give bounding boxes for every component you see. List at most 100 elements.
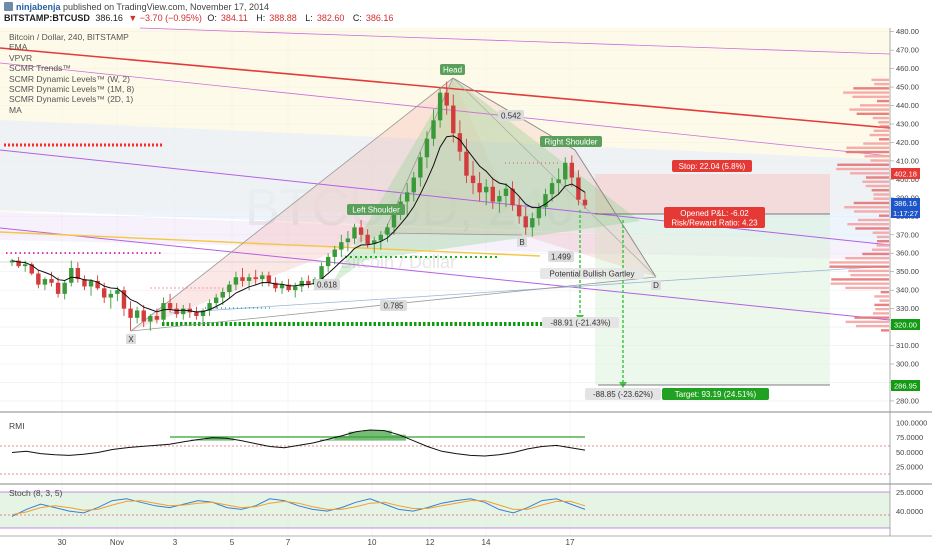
candle[interactable] [530,218,535,228]
candle[interactable] [385,227,390,235]
candle[interactable] [516,205,522,217]
left-shoulder-label[interactable]: Left Shoulder [347,204,405,215]
candle[interactable] [477,183,482,193]
candle[interactable] [431,120,436,139]
candle[interactable] [174,308,179,315]
candle[interactable] [490,186,495,202]
candle[interactable] [437,92,443,121]
legend-item[interactable]: VPVR [9,52,33,63]
candle[interactable] [372,240,377,244]
candle[interactable] [128,308,133,318]
legend-item[interactable]: Bitcoin / Dollar, 240, BITSTAMP [9,32,129,42]
legend-item[interactable]: SCMR Dynamic Levels™ (W, 2) [9,73,130,84]
candle[interactable] [549,183,555,195]
candle[interactable] [49,279,54,283]
candle[interactable] [9,260,15,263]
candle[interactable] [134,310,140,318]
candle[interactable] [161,303,166,320]
candle[interactable] [523,216,528,228]
candle[interactable] [286,284,291,291]
pnl-box[interactable]: Opened P&L: -6.02 Risk/Reward Ratio: 4.2… [664,207,765,228]
candle[interactable] [253,277,258,280]
candle[interactable] [345,238,351,243]
candle[interactable] [464,151,469,176]
candle[interactable] [273,282,278,289]
candle[interactable] [115,290,120,294]
candle[interactable] [556,179,561,184]
candle[interactable] [543,194,548,208]
legend-item[interactable]: EMA [9,42,28,53]
candle[interactable] [69,268,74,283]
candle[interactable] [576,177,581,200]
candle[interactable] [404,192,410,202]
candle[interactable] [108,293,113,298]
candle[interactable] [299,280,304,287]
candle[interactable] [154,316,160,320]
candle[interactable] [451,105,456,134]
candle[interactable] [266,275,272,283]
candle[interactable] [325,256,331,267]
candle[interactable] [444,92,449,106]
candle[interactable] [497,196,502,202]
candle[interactable] [75,268,81,280]
candle[interactable] [207,303,212,311]
legend-item[interactable]: MA [9,104,22,115]
candle[interactable] [582,199,588,206]
candle[interactable] [339,242,344,250]
candle[interactable] [510,188,515,206]
candle[interactable] [88,280,94,287]
candle[interactable] [240,277,245,281]
legend-item[interactable]: SCMR Dynamic Levels™ (1M, 8) [9,84,135,95]
candle[interactable] [141,310,146,322]
candle[interactable] [352,227,357,239]
candle[interactable] [470,175,476,184]
candle[interactable] [457,133,463,152]
candle[interactable] [194,312,199,316]
right-shoulder-label[interactable]: Right Shoulder [540,136,602,147]
candle[interactable] [279,284,285,289]
candle[interactable] [260,275,265,280]
stop-label[interactable]: Stop: 22.04 (5.8%) [672,160,752,172]
candle[interactable] [293,286,298,291]
candle[interactable] [29,264,34,274]
candle[interactable] [503,188,509,196]
symbol[interactable]: BITSTAMP:BTCUSD [4,13,90,23]
candle[interactable] [391,212,397,228]
candle[interactable] [418,157,423,178]
candle[interactable] [358,227,364,235]
candle[interactable] [536,207,542,219]
candle[interactable] [16,260,21,267]
candle[interactable] [484,186,489,193]
candle[interactable] [62,282,67,294]
candle[interactable] [411,177,416,193]
candle[interactable] [22,264,28,267]
candle[interactable] [306,280,311,285]
candle[interactable] [424,138,430,158]
candle[interactable] [365,234,370,244]
candle[interactable] [121,290,127,309]
candle[interactable] [332,249,337,257]
candle[interactable] [148,316,153,322]
candle[interactable] [233,277,239,285]
legend-item[interactable]: SCMR Dynamic Levels™ (2D, 1) [9,94,134,105]
candle[interactable] [102,288,107,298]
head-label[interactable]: Head [440,64,465,75]
target-label[interactable]: Target: 93.19 (24.51%) [662,388,769,400]
rmi-title[interactable]: RMI [9,421,25,431]
candle[interactable] [36,273,41,285]
candle[interactable] [55,282,61,294]
candle[interactable] [181,308,186,315]
candle[interactable] [200,310,206,316]
candle[interactable] [563,162,568,180]
candle[interactable] [246,277,252,281]
stoch-title[interactable]: Stoch (8, 3, 5) [9,488,63,498]
legend-item[interactable]: SCMR Trends™ [9,63,71,74]
candle[interactable] [167,303,173,309]
candle[interactable] [82,279,87,287]
candle[interactable] [569,162,575,178]
username-link[interactable]: ninjabenja [16,2,61,12]
candle[interactable] [213,297,219,304]
candle[interactable] [319,266,324,280]
candle[interactable] [378,234,384,241]
